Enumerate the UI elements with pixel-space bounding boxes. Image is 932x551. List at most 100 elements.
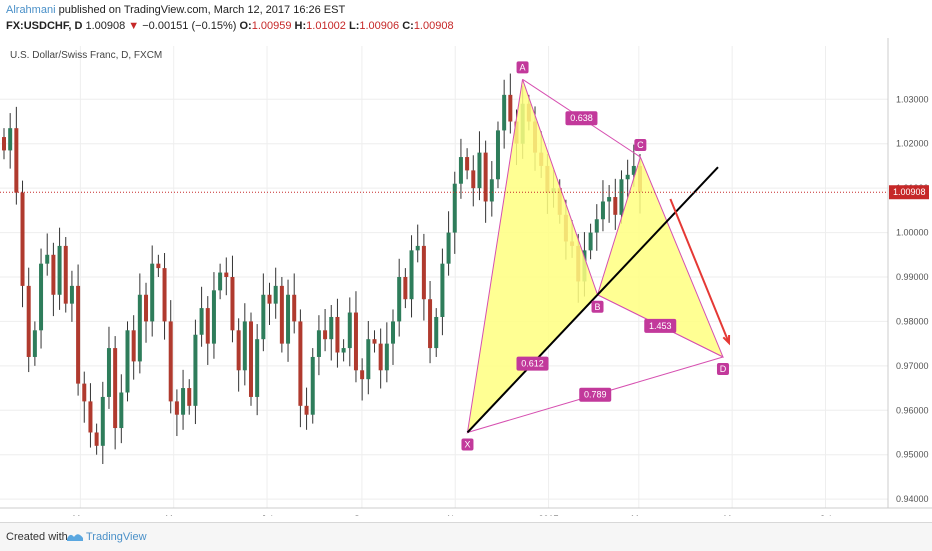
candle-body	[144, 294, 149, 322]
y-tick-label: 0.98000	[896, 316, 929, 326]
candle-body	[63, 245, 68, 304]
tradingview-logo-icon	[67, 534, 83, 541]
candle-body	[156, 263, 161, 269]
candle-body	[397, 277, 402, 322]
candle-body	[131, 330, 136, 362]
candle-body	[106, 348, 111, 397]
candle-body	[248, 321, 253, 397]
candle-body	[211, 290, 216, 344]
candle-body	[242, 321, 247, 371]
candle-body	[323, 330, 328, 340]
candle-body	[360, 370, 365, 380]
candle-body	[26, 285, 31, 357]
x-tick-label: Sep	[354, 514, 370, 516]
y-tick-label: 0.97000	[896, 361, 929, 371]
candle-body	[588, 232, 593, 251]
candle-body	[600, 201, 605, 220]
candle-body	[39, 263, 44, 331]
candle-body	[631, 165, 636, 175]
ratio-label: 0.612	[521, 359, 544, 369]
candle-body	[378, 343, 383, 371]
candle-body	[508, 94, 513, 122]
down-arrow-icon: ▼	[128, 20, 140, 32]
candle-body	[267, 294, 272, 304]
candle-body	[465, 157, 470, 171]
candle-body	[76, 285, 81, 384]
candle-body	[205, 308, 210, 344]
candle-body	[125, 330, 130, 393]
candle-body	[329, 316, 334, 340]
chart-header: Alrahmani published on TradingView.com, …	[0, 0, 932, 36]
chart-title: U.S. Dollar/Swiss Franc, D, FXCM	[10, 50, 162, 61]
x-tick-label: Mar	[631, 514, 647, 516]
candle-body	[162, 268, 167, 322]
candle-body	[341, 348, 346, 353]
pattern-point-badge	[591, 300, 604, 313]
candle-body	[310, 356, 315, 415]
candle-body	[391, 321, 396, 344]
created-with-text: Created with	[6, 531, 68, 543]
ratio-badge	[579, 387, 612, 402]
tradingview-link[interactable]: TradingView	[86, 531, 147, 543]
candle-body	[168, 321, 173, 402]
candle-body	[384, 343, 389, 371]
ohlc-legend: FX:USDCHF, D 1.00908 ▼ −0.00151 (−0.15%)…	[6, 20, 454, 32]
ratio-label: 0.638	[570, 113, 593, 123]
chart-svg[interactable]: X A B C D 0.638 0.612 1.453 0.789 1.03000 1.02000…	[0, 38, 932, 524]
footer: Created with TradingView	[0, 522, 932, 551]
candle-body	[483, 152, 488, 202]
candle-body	[421, 245, 426, 300]
pattern-point-label: X	[464, 439, 470, 449]
chart-area[interactable]: X A B C D 0.638 0.612 1.453 0.789 1.03000 1.02000…	[0, 38, 932, 524]
candle-body	[230, 277, 235, 331]
candle-body	[218, 272, 223, 291]
candle-body	[279, 285, 284, 344]
candle-body	[625, 174, 630, 180]
candle-body	[2, 137, 6, 151]
candle-body	[316, 330, 321, 357]
x-tick-label: Jul	[261, 514, 273, 516]
candle-body	[174, 401, 179, 415]
candle-body	[353, 312, 358, 371]
low-value: 1.00906	[359, 20, 400, 32]
candle-body	[187, 388, 192, 406]
candle-body	[613, 197, 618, 215]
candle-body	[273, 285, 278, 304]
candle-body	[594, 219, 599, 233]
publish-info: Alrahmani published on TradingView.com, …	[6, 4, 345, 16]
candle-body	[261, 294, 266, 340]
projection-arrow	[669, 198, 730, 344]
candle-body	[51, 254, 56, 295]
candle-body	[181, 388, 186, 415]
x-tick-label: Jul	[820, 514, 832, 516]
candle-body	[113, 348, 118, 429]
candle-body	[32, 330, 37, 357]
candle-body	[619, 179, 624, 215]
open-label: O:	[239, 20, 252, 32]
close-label: C:	[402, 20, 414, 32]
open-value: 1.00959	[251, 20, 292, 32]
pattern-triangle-xab	[466, 79, 599, 434]
candle-body	[45, 254, 50, 264]
candle-body	[458, 157, 463, 184]
candle-body	[489, 179, 494, 202]
y-tick-label: 1.00000	[896, 228, 929, 238]
candle-body	[20, 192, 25, 286]
candle-body	[100, 396, 105, 446]
projection-arrow-head	[722, 334, 731, 346]
x-tick-label: May	[724, 514, 742, 516]
x-tick-label: Mar	[73, 514, 89, 516]
pattern-point-label: D	[720, 364, 727, 374]
author-link[interactable]: Alrahmani	[6, 4, 56, 16]
candle-body	[119, 392, 124, 429]
candle-body	[8, 128, 13, 151]
candle-body	[69, 285, 74, 304]
pattern-point-label: C	[637, 140, 644, 150]
candle-body	[57, 245, 62, 295]
low-label: L:	[348, 20, 360, 32]
candle-body	[304, 405, 309, 415]
candle-body	[236, 330, 241, 371]
current-price-label: 1.00908	[893, 187, 926, 197]
candle-body	[14, 128, 19, 193]
price-change: −0.00151 (−0.15%)	[142, 20, 237, 32]
